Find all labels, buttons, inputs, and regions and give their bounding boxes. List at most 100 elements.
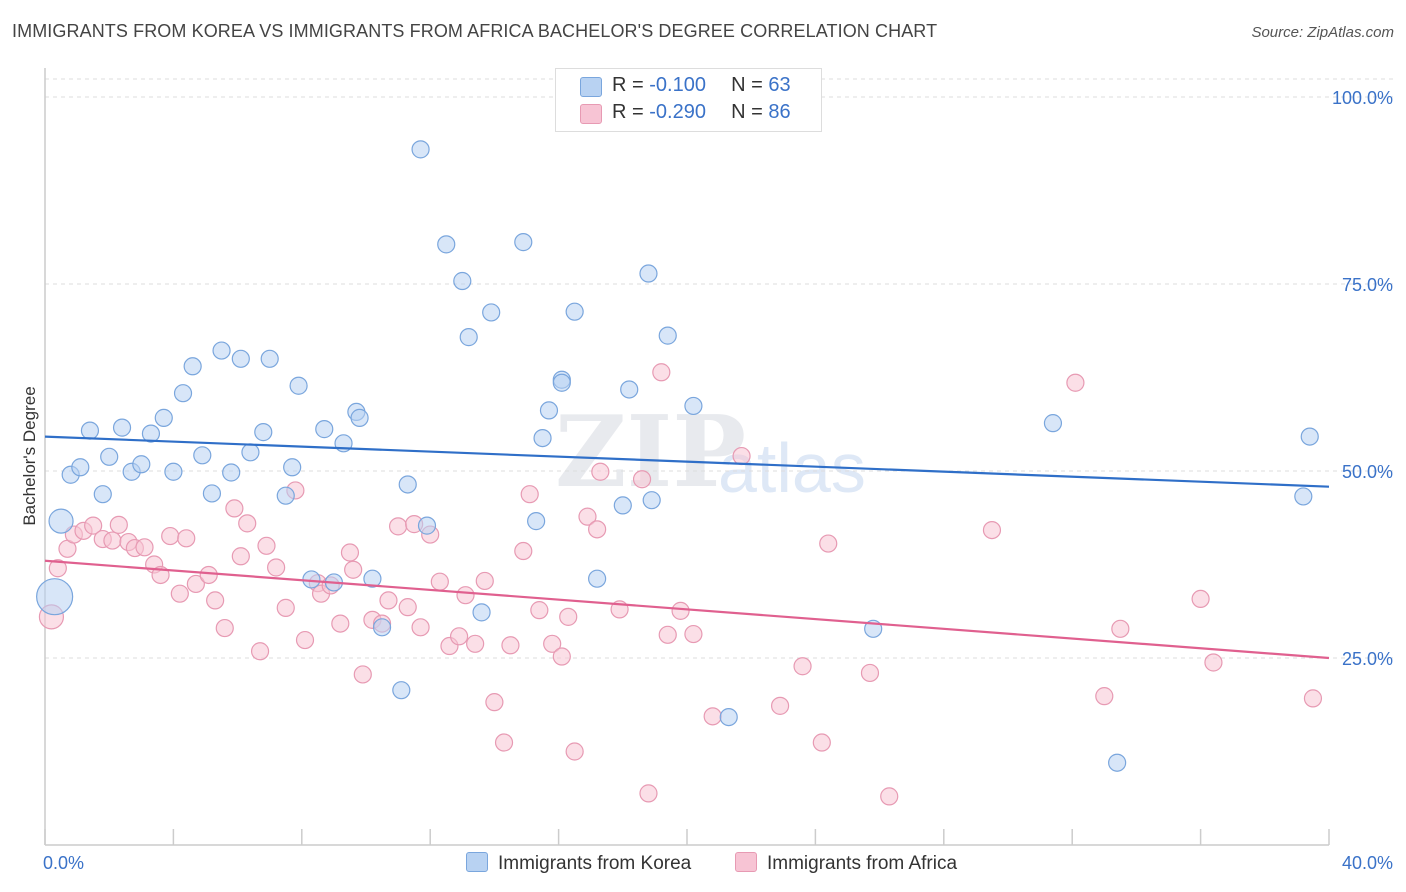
y-tick-label-75: 75.0%	[1342, 275, 1393, 295]
korea-point-12	[164, 462, 183, 481]
africa-point-20	[215, 618, 234, 638]
korea-point-54	[642, 491, 661, 510]
korea-point-25	[289, 376, 308, 395]
korea-point-5	[93, 485, 112, 504]
korea-point-6	[100, 447, 119, 466]
korea-point-24	[283, 458, 302, 477]
africa-point-16	[177, 529, 196, 548]
africa-point-62	[588, 520, 607, 539]
korea-point-7	[112, 418, 132, 437]
africa-point-66	[639, 784, 658, 803]
korea-point-45	[533, 428, 552, 448]
korea-point-22	[260, 349, 279, 368]
chart-title: IMMIGRANTS FROM KOREA VS IMMIGRANTS FROM…	[12, 21, 938, 41]
africa-point-76	[819, 534, 838, 553]
africa-point-21	[225, 499, 244, 518]
africa-point-35	[344, 560, 363, 579]
africa-point-36	[353, 665, 372, 684]
korea-point-61	[1294, 487, 1313, 506]
africa-point-57	[543, 634, 562, 653]
legend-swatch-korea	[580, 77, 602, 97]
africa-point-61	[578, 507, 597, 526]
africa-point-77	[860, 663, 880, 683]
bottom-legend-label-korea: Immigrants from Korea	[498, 853, 692, 874]
legend-n-value-africa: 86	[768, 101, 791, 123]
africa-point-14	[161, 526, 180, 546]
africa-point-8	[109, 515, 128, 534]
africa-point-67	[652, 363, 671, 382]
korea-point-4	[80, 421, 100, 440]
y-tick-label-100: 100.0%	[1332, 88, 1393, 108]
africa-point-41	[398, 598, 417, 617]
korea-point-53	[639, 264, 658, 283]
africa-point-58	[552, 647, 571, 666]
korea-point-44	[527, 512, 546, 531]
korea-point-0	[36, 578, 74, 616]
africa-point-24	[250, 642, 270, 661]
korea-point-37	[411, 140, 430, 159]
korea-point-17	[212, 341, 231, 360]
korea-point-34	[392, 681, 411, 700]
korea-point-3	[71, 458, 90, 477]
korea-point-13	[173, 384, 193, 403]
africa-point-5	[84, 516, 103, 535]
africa-point-23	[238, 514, 257, 533]
legend-r-value-korea: -0.100	[649, 74, 706, 96]
korea-point-59	[1043, 414, 1063, 433]
korea-point-46	[539, 401, 559, 420]
korea-trend-line	[44, 435, 1330, 488]
korea-point-43	[514, 233, 533, 252]
africa-point-19	[206, 591, 225, 610]
africa-point-80	[1066, 373, 1085, 392]
africa-point-50	[475, 571, 494, 591]
bottom-legend-africa: Immigrants from Africa	[735, 852, 957, 875]
korea-point-36	[417, 516, 437, 535]
korea-point-56	[684, 396, 703, 416]
x-tick-label-min: 0.0%	[43, 853, 84, 873]
africa-point-68	[658, 625, 677, 644]
africa-point-39	[379, 591, 398, 610]
africa-point-45	[430, 572, 449, 591]
africa-point-83	[1191, 589, 1210, 609]
korea-point-18	[222, 463, 241, 482]
legend-r-value-africa: -0.290	[649, 101, 706, 123]
africa-point-71	[703, 707, 722, 726]
africa-point-26	[267, 558, 286, 577]
legend-swatch-africa	[580, 104, 602, 124]
korea-point-52	[620, 380, 639, 399]
africa-point-52	[494, 733, 514, 752]
korea-point-40	[459, 328, 478, 347]
korea-point-20	[241, 443, 260, 462]
africa-point-59	[559, 607, 578, 626]
legend-n-label-africa: N =	[731, 101, 763, 123]
korea-point-50	[588, 569, 607, 588]
y-tick-label-50: 50.0%	[1342, 462, 1393, 482]
legend-r-label-korea: R =	[612, 74, 644, 96]
africa-point-34	[340, 543, 360, 562]
africa-point-84	[1204, 653, 1223, 672]
africa-point-82	[1111, 619, 1130, 638]
korea-point-35	[398, 475, 417, 494]
legend-n-value-korea: 63	[768, 74, 791, 96]
bottom-legend-korea: Immigrants from Korea	[466, 852, 691, 875]
korea-point-31	[350, 408, 369, 427]
africa-point-63	[591, 462, 610, 481]
africa-point-11	[135, 538, 154, 557]
korea-point-51	[613, 496, 632, 515]
africa-point-56	[530, 601, 549, 620]
watermark-zip: ZIP	[555, 395, 747, 510]
bottom-legend-swatch-africa	[735, 852, 757, 872]
korea-point-39	[453, 271, 472, 291]
korea-point-21	[254, 423, 273, 442]
korea-point-57	[719, 707, 738, 727]
africa-point-51	[485, 693, 504, 712]
africa-point-74	[793, 657, 812, 676]
korea-point-42	[482, 303, 501, 322]
africa-trend-line	[44, 559, 1330, 660]
korea-point-23	[276, 486, 295, 505]
africa-point-73	[770, 696, 790, 715]
korea-point-10	[141, 424, 161, 443]
y-tick-label-25: 25.0%	[1342, 649, 1393, 669]
africa-point-49	[466, 634, 485, 653]
africa-point-40	[389, 517, 408, 536]
